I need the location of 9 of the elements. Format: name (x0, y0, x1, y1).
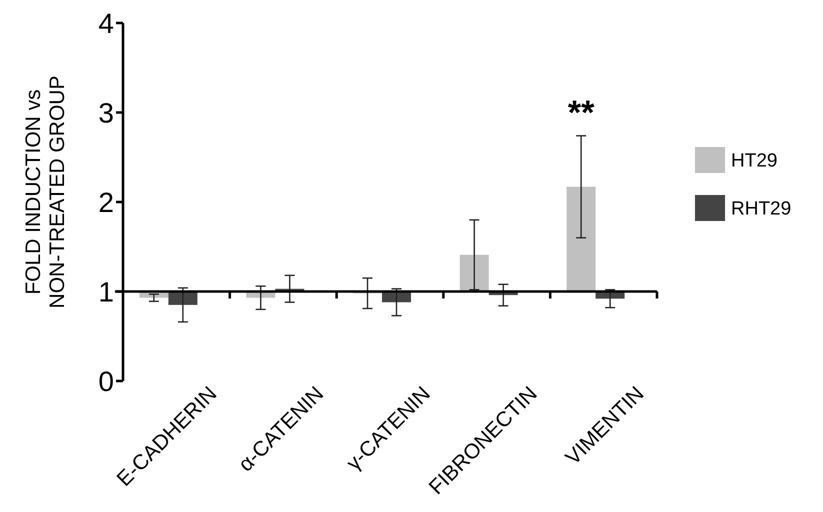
legend-label: RHT29 (731, 198, 792, 220)
legend-label: HT29 (731, 150, 778, 172)
y-tick-label: 3 (98, 97, 114, 128)
y-axis-title: FOLD INDUCTION vs NON-TREATED GROUP (22, 76, 69, 308)
y-tick-label: 2 (98, 186, 114, 218)
y-tick-label: 1 (98, 276, 114, 308)
y-tick-label: 4 (98, 8, 114, 39)
annotation: ** (568, 94, 596, 132)
y-tick-label: 0 (98, 366, 114, 397)
